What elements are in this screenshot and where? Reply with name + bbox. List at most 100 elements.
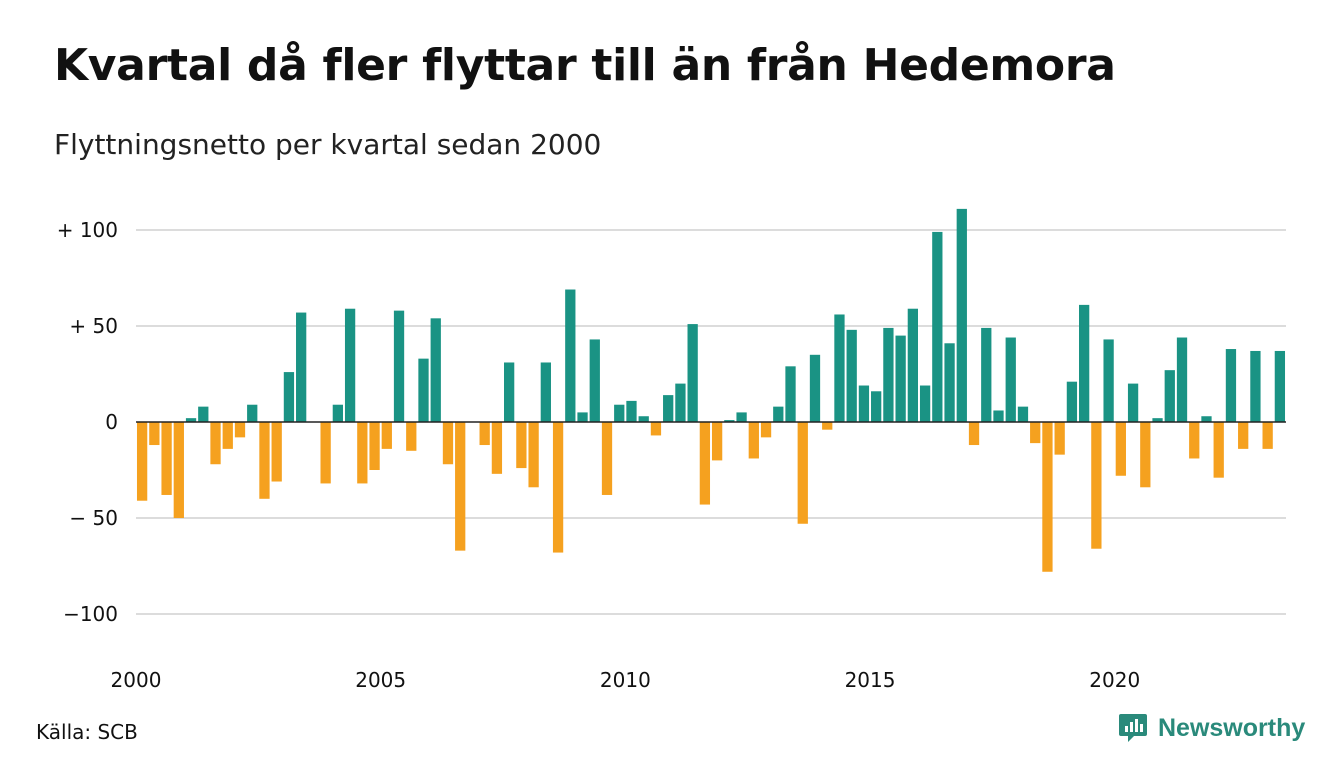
bar <box>883 327 894 422</box>
bar <box>455 422 466 551</box>
bar <box>614 404 625 422</box>
bar <box>1091 422 1102 549</box>
bar <box>369 422 380 470</box>
bar <box>1152 418 1163 422</box>
bar <box>736 412 747 422</box>
bar <box>296 312 307 422</box>
bar <box>430 318 441 422</box>
bar <box>1005 337 1016 422</box>
bar <box>173 422 184 518</box>
bar <box>773 406 784 422</box>
bar <box>822 422 833 430</box>
bar <box>222 422 233 449</box>
bar <box>711 422 723 461</box>
bar <box>907 308 918 422</box>
bar <box>944 343 955 422</box>
bar <box>748 422 759 459</box>
bar <box>442 422 454 465</box>
bar <box>528 422 539 488</box>
bar <box>234 422 246 438</box>
bar <box>1225 349 1237 422</box>
bar <box>1115 422 1126 476</box>
bar <box>1201 416 1212 422</box>
bar <box>259 422 270 499</box>
bar <box>760 422 772 438</box>
bar <box>418 358 429 422</box>
x-tick-label: 2020 <box>1089 668 1140 692</box>
chart-title: Kvartal då fler flyttar till än från Hed… <box>54 40 1116 91</box>
chart-subtitle: Flyttningsnetto per kvartal sedan 2000 <box>54 128 602 161</box>
bar <box>785 366 796 422</box>
bar <box>479 422 490 446</box>
bar <box>406 422 417 451</box>
bar <box>956 208 967 422</box>
bar <box>699 422 711 505</box>
bar <box>1238 422 1249 449</box>
source-note: Källa: SCB <box>36 720 138 744</box>
bar <box>650 422 662 436</box>
bar <box>993 410 1004 422</box>
bar <box>381 422 392 449</box>
bar <box>540 362 551 422</box>
bar <box>675 383 686 422</box>
y-tick-label: + 100 <box>57 218 118 242</box>
bar <box>185 418 197 422</box>
bar <box>1030 422 1041 444</box>
bar <box>1189 422 1200 459</box>
bar <box>638 416 649 422</box>
bar <box>1042 422 1053 572</box>
x-axis-labels: 2000 2005 2010 2015 2020 <box>111 668 1141 692</box>
bar <box>504 362 515 422</box>
x-tick-label: 2000 <box>111 668 162 692</box>
newsworthy-logo-icon <box>1119 714 1147 742</box>
bar <box>809 354 821 422</box>
brand-name: Newsworthy <box>1158 713 1306 742</box>
bar <box>1017 406 1029 422</box>
bar <box>1262 422 1273 449</box>
bar <box>320 422 331 484</box>
bar <box>1127 383 1139 422</box>
bar <box>1164 370 1175 422</box>
bar <box>663 395 674 422</box>
bar <box>932 231 943 422</box>
bar <box>919 385 931 422</box>
bar <box>1213 422 1224 478</box>
bar-layer <box>136 208 1286 572</box>
bar <box>283 372 295 422</box>
x-tick-label: 2010 <box>600 668 651 692</box>
bar <box>271 422 282 482</box>
y-tick-label: − 50 <box>69 506 118 530</box>
bar <box>601 422 613 495</box>
bar <box>357 422 368 484</box>
bar <box>491 422 503 474</box>
bar <box>210 422 221 465</box>
bar <box>1079 304 1090 422</box>
bar <box>552 422 564 553</box>
bar <box>846 329 857 422</box>
bar <box>968 422 980 446</box>
bar <box>247 404 258 422</box>
bar <box>565 289 576 422</box>
bar <box>981 327 992 422</box>
bar <box>834 314 845 422</box>
bar <box>393 310 405 422</box>
bar <box>687 324 698 422</box>
bar <box>344 308 356 422</box>
bar <box>577 412 588 422</box>
bar <box>198 406 209 422</box>
bar <box>1103 339 1114 422</box>
bar <box>626 400 637 422</box>
x-tick-label: 2015 <box>845 668 896 692</box>
bar <box>161 422 172 495</box>
y-tick-label: 0 <box>105 410 118 434</box>
bar <box>1250 350 1261 422</box>
y-axis-labels: + 100 + 50 0 − 50 −100 <box>57 218 118 626</box>
bar <box>332 404 343 422</box>
brand-logo: Newsworthy <box>1118 712 1305 744</box>
bar <box>797 422 808 524</box>
bar <box>1066 381 1078 422</box>
bar <box>1054 422 1065 455</box>
bar <box>1140 422 1151 488</box>
bar <box>858 385 870 422</box>
